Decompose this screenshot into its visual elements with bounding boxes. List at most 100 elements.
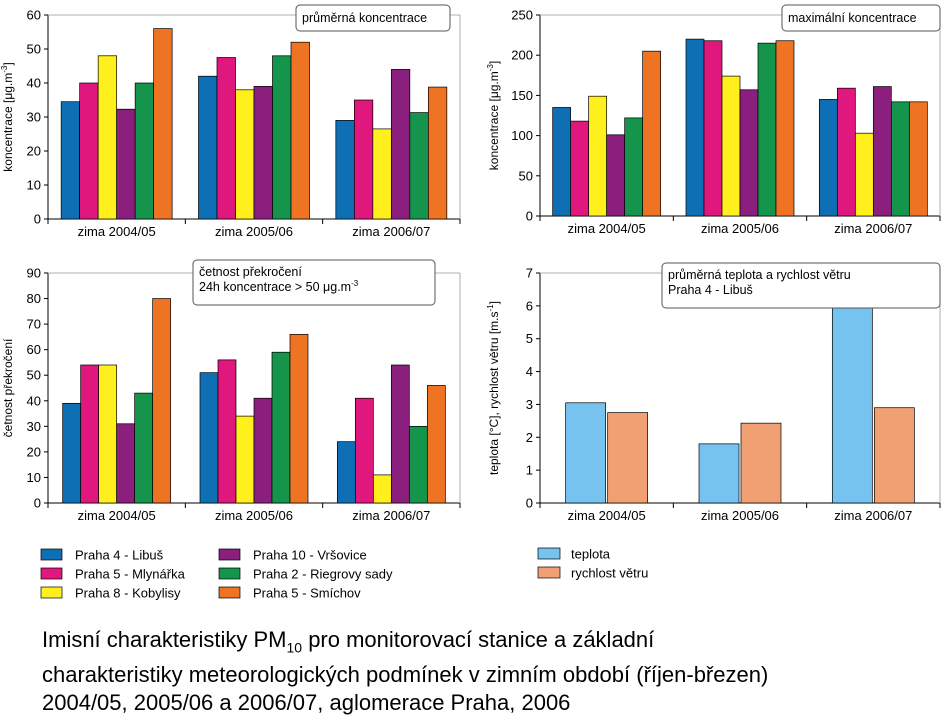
bar (60, 101, 81, 220)
caption-line-1: Imisní charakteristiky PM10 pro monitoro… (42, 627, 655, 656)
bar (153, 28, 173, 220)
bar (353, 99, 374, 220)
bar (721, 75, 741, 217)
legend-swatch (40, 548, 63, 561)
x-tick-label: zima 2004/05 (568, 508, 646, 523)
legend-swatch (218, 567, 241, 580)
y-tick-label: 100 (511, 128, 533, 143)
x-tick-label: zima 2006/07 (352, 508, 430, 523)
chart-title: průměrná teplota a rychlost větru (668, 268, 851, 282)
legend-entry: Praha 10 - Vršovice (253, 548, 367, 563)
legend-entry: Praha 5 - Smíchov (253, 586, 361, 601)
legend-swatch (40, 567, 63, 580)
bar (390, 364, 410, 504)
bar (235, 415, 255, 504)
bar (152, 298, 172, 504)
bar (552, 107, 572, 217)
bar (872, 86, 892, 217)
legend-meteo: teplota rychlost větru (537, 547, 648, 581)
y-tick-label: 60 (27, 342, 41, 357)
chart-2-axes: 0 50 100 150 200 250 zima 2004/05 zima 2005/06 z… (511, 8, 941, 236)
legend-swatch (537, 566, 561, 579)
bar (134, 82, 155, 220)
x-tick-label: zima 2005/06 (701, 508, 779, 523)
legend-entry: rychlost větru (571, 566, 648, 581)
bar (740, 422, 782, 504)
chart-title: průměrná koncentrace (302, 11, 427, 25)
bar (354, 397, 374, 504)
bar (216, 57, 236, 220)
bar (272, 55, 292, 220)
bar (80, 364, 100, 504)
bar (79, 82, 99, 220)
bar (890, 101, 910, 217)
chart-title-box (192, 259, 436, 306)
y-axis-label: koncentrace [μg.m-3] (486, 61, 501, 170)
bar (698, 443, 740, 504)
y-axis-label: četnost překročení (1, 338, 15, 437)
bar (199, 372, 219, 504)
y-tick-label: 70 (27, 317, 41, 332)
bar (116, 108, 136, 220)
bar (408, 425, 428, 504)
bar (271, 351, 291, 504)
y-tick-label: 250 (511, 8, 533, 23)
chart-3-axes: 0 10 20 30 40 50 60 70 80 90 zima 2004/05 zima 2005… (27, 266, 461, 523)
bar (372, 128, 392, 220)
legend-swatch (218, 586, 241, 599)
chart-title: maximální koncentrace (788, 11, 917, 25)
y-tick-label: 50 (519, 168, 533, 183)
y-tick-label: 10 (27, 178, 41, 193)
bar (854, 132, 874, 217)
bar (97, 55, 118, 220)
bar (427, 86, 448, 220)
x-tick-label: zima 2005/06 (215, 224, 293, 239)
y-tick-label: 10 (27, 470, 41, 485)
legend-entry: Praha 8 - Kobylisy (75, 586, 181, 601)
chart-3: 0 10 20 30 40 50 60 70 80 90 zima 2004/05 zima 2005… (1, 259, 461, 523)
chart-subtitle: 24h koncentrace > 50 μg.m-3 (199, 279, 359, 294)
bar (685, 38, 705, 217)
bar (289, 333, 309, 504)
bar (198, 75, 218, 220)
y-tick-label: 3 (526, 397, 533, 412)
legend-entry: Praha 2 - Riegrovy sady (253, 567, 393, 582)
y-axis-label: koncentrace [μg.m-3] (0, 62, 15, 171)
y-tick-label: 80 (27, 291, 41, 306)
caption-line-3: 2004/05, 2005/06 a 2006/07, aglomerace P… (42, 690, 571, 716)
chart-title: četnost překročení (199, 265, 302, 279)
y-tick-label: 40 (27, 393, 41, 408)
y-tick-label: 90 (27, 266, 41, 281)
y-tick-label: 6 (526, 298, 533, 313)
y-tick-label: 20 (27, 444, 41, 459)
bar (775, 40, 795, 217)
x-tick-label: zima 2004/05 (78, 508, 156, 523)
legend-stations: Praha 4 - Libuš Praha 5 - Mlynářka Praha 8… (40, 548, 393, 601)
bar (336, 441, 356, 504)
legend-entry: Praha 5 - Mlynářka (75, 567, 186, 582)
y-tick-label: 200 (511, 48, 533, 63)
bar (818, 99, 838, 217)
y-tick-label: 30 (27, 419, 41, 434)
y-tick-label: 60 (27, 8, 41, 23)
chart-2-bars (552, 38, 928, 217)
x-tick-label: zima 2006/07 (834, 221, 912, 236)
x-tick-label: zima 2004/05 (78, 224, 156, 239)
bar (390, 69, 411, 220)
bar (62, 402, 82, 504)
chart-3-bars (62, 298, 446, 504)
figure-caption: Imisní charakteristiky PM10 pro monitoro… (42, 626, 942, 717)
legend-entry: Praha 4 - Libuš (75, 548, 164, 563)
bar (253, 397, 273, 504)
bar (908, 101, 928, 217)
caption-line-2: charakteristiky meteorologických podmíne… (42, 662, 769, 688)
legend-swatch (218, 548, 241, 561)
y-tick-label: 7 (526, 266, 533, 281)
bar (642, 50, 662, 217)
legend-entry: teplota (571, 547, 611, 562)
bar (873, 407, 915, 504)
bar (607, 412, 649, 504)
chart-2: 0 50 100 150 200 250 zima 2004/05 zima 2005/06 z… (486, 4, 941, 236)
y-tick-label: 4 (526, 364, 533, 379)
